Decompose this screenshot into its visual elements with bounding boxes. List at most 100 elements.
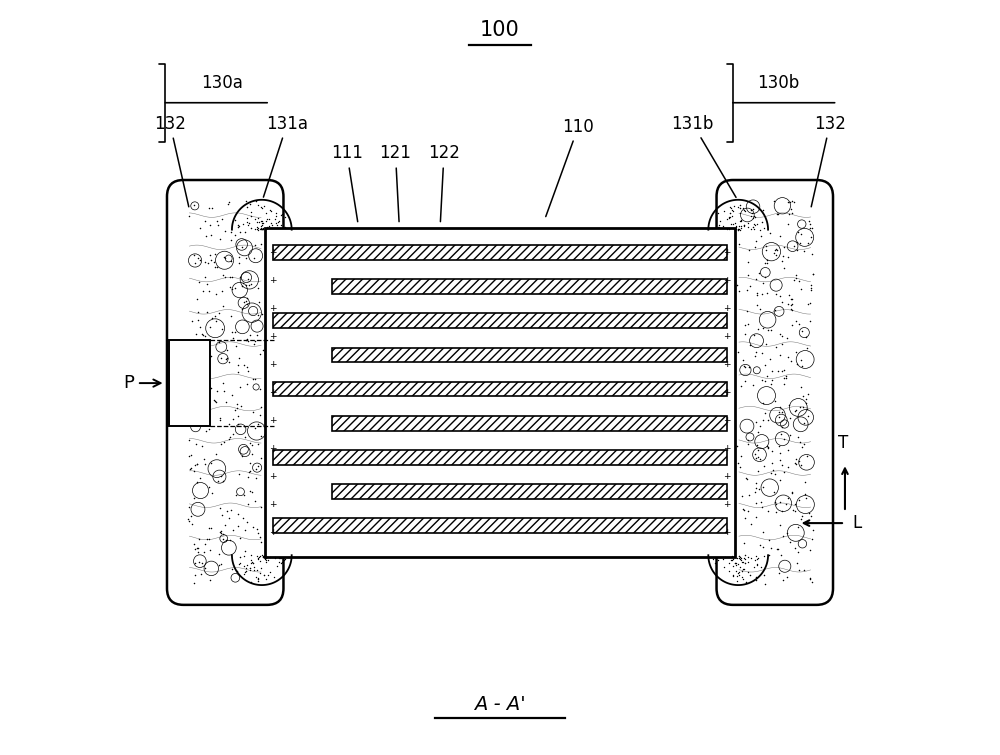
Point — [732, 202, 748, 214]
Point — [771, 568, 787, 580]
Point — [768, 249, 784, 261]
Point — [248, 571, 264, 583]
Point — [734, 572, 750, 584]
Point — [238, 334, 254, 346]
Text: 122: 122 — [428, 144, 460, 222]
Point — [772, 519, 788, 531]
Point — [772, 474, 788, 486]
Point — [731, 550, 747, 562]
Point — [742, 569, 758, 581]
Point — [735, 202, 751, 214]
Point — [731, 223, 747, 236]
Point — [230, 220, 246, 233]
Point — [745, 212, 761, 224]
Point — [236, 559, 252, 572]
Point — [763, 542, 779, 554]
Point — [784, 298, 800, 310]
Point — [724, 553, 740, 565]
Point — [759, 287, 775, 299]
Point — [249, 329, 265, 341]
Point — [258, 550, 274, 562]
Point — [232, 226, 248, 238]
Point — [271, 215, 287, 227]
Point — [733, 380, 749, 392]
Point — [239, 362, 255, 374]
Point — [717, 551, 733, 563]
Point — [788, 273, 804, 285]
Point — [729, 575, 745, 587]
Point — [227, 214, 243, 226]
Point — [250, 573, 266, 585]
Point — [793, 354, 809, 366]
Point — [255, 344, 271, 356]
Point — [722, 208, 738, 220]
Point — [254, 308, 270, 320]
Point — [764, 445, 780, 457]
Point — [183, 461, 199, 473]
Point — [187, 556, 203, 569]
Point — [747, 448, 763, 460]
Point — [218, 353, 234, 365]
Point — [747, 241, 763, 253]
Point — [181, 501, 197, 513]
Point — [245, 406, 261, 418]
Point — [274, 556, 290, 568]
Point — [773, 549, 789, 561]
Point — [782, 536, 798, 548]
Point — [747, 350, 763, 362]
Point — [767, 244, 783, 256]
Point — [748, 476, 764, 488]
Point — [186, 199, 202, 211]
Point — [728, 556, 744, 569]
Point — [245, 556, 261, 569]
Point — [198, 230, 214, 242]
Point — [796, 563, 812, 575]
Point — [238, 279, 254, 291]
Point — [791, 455, 807, 467]
Point — [277, 221, 293, 233]
Point — [754, 347, 770, 359]
Point — [193, 368, 209, 380]
Point — [802, 218, 818, 230]
Point — [223, 234, 239, 246]
Point — [732, 561, 748, 573]
Point — [188, 402, 204, 414]
Point — [184, 353, 200, 365]
Point — [733, 214, 749, 226]
Point — [201, 424, 217, 436]
Point — [197, 329, 213, 341]
Point — [250, 309, 266, 321]
Point — [736, 220, 752, 232]
Point — [730, 458, 746, 470]
Point — [182, 346, 198, 358]
Point — [733, 214, 749, 226]
Point — [250, 439, 266, 451]
Point — [730, 558, 746, 570]
Point — [746, 223, 762, 235]
Point — [187, 390, 203, 402]
Point — [803, 285, 819, 297]
Point — [786, 274, 802, 286]
Point — [802, 297, 818, 310]
Text: +: + — [269, 360, 277, 369]
Point — [790, 521, 806, 533]
Point — [735, 563, 751, 575]
Point — [243, 576, 259, 588]
Point — [775, 250, 791, 262]
Point — [747, 554, 763, 566]
Point — [732, 553, 748, 565]
Point — [262, 551, 278, 563]
Text: +: + — [269, 500, 277, 509]
Point — [224, 563, 240, 575]
Point — [250, 282, 266, 294]
Point — [196, 546, 212, 558]
Point — [796, 438, 812, 450]
Point — [789, 236, 805, 248]
Point — [710, 553, 726, 565]
Point — [733, 222, 749, 234]
Point — [780, 492, 796, 504]
Point — [258, 223, 274, 236]
Point — [774, 406, 790, 418]
Point — [750, 552, 766, 564]
Point — [241, 467, 257, 479]
